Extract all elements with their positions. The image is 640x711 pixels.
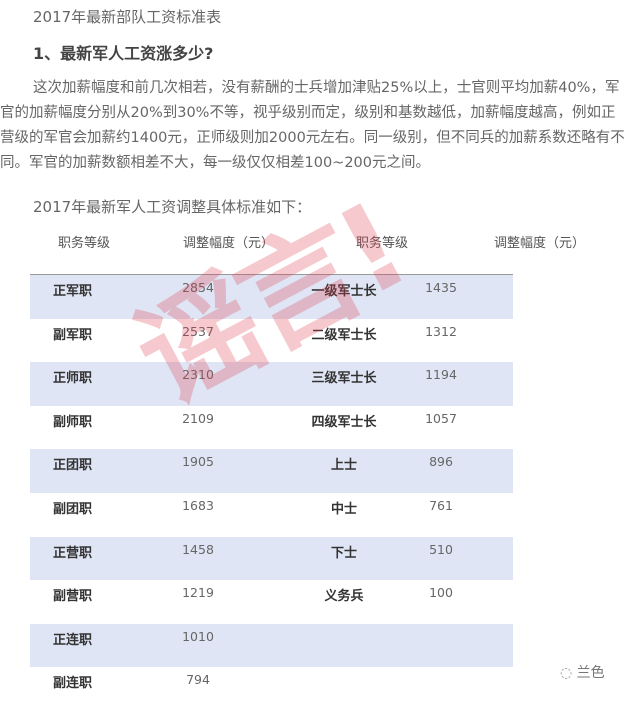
paragraph-line: 营级的军官会加薪约1400元，正师级则加2000元左右。同一级别，但不同兵的加薪… bbox=[0, 130, 625, 146]
rank-cell: 副连职 bbox=[53, 676, 93, 692]
amount-cell: 1435 bbox=[425, 280, 457, 295]
wechat-icon: ◌ bbox=[560, 665, 573, 681]
amount-cell: 100 bbox=[429, 585, 453, 601]
table-row: 副营职 1219 义务兵 100 bbox=[30, 580, 513, 624]
column-header: 调整幅度（元） bbox=[494, 236, 586, 251]
rank-cell: 副军职 bbox=[53, 327, 93, 343]
amount-cell: 1194 bbox=[425, 367, 457, 383]
paragraph-line: 官的加薪幅度分别从20%到30%不等，视乎级别而定，级别和基数越低，加薪幅度越高… bbox=[0, 105, 616, 121]
rank-cell: 副师职 bbox=[53, 414, 93, 430]
amount-cell: 761 bbox=[429, 497, 453, 513]
paragraph-line: 同。军官的加薪数额相差不大，每一级仅仅相差100~200元之间。 bbox=[0, 155, 430, 171]
rank-cell: 上士 bbox=[330, 458, 357, 474]
table-row: 正师职 2310 三级军士长 1194 bbox=[30, 362, 513, 406]
amount-cell: 2854 bbox=[182, 280, 214, 295]
amount-cell: 1458 bbox=[182, 541, 214, 557]
column-header: 职务等级 bbox=[356, 236, 409, 251]
rank-cell: 正团职 bbox=[53, 458, 93, 474]
rank-cell: 正营职 bbox=[53, 545, 93, 561]
table-row: 正营职 1458 下士 510 bbox=[30, 536, 513, 581]
table-row: 正连职 1010 bbox=[30, 623, 513, 668]
rank-cell: 正军职 bbox=[53, 284, 93, 299]
table-row: 副师职 2109 四级军士长 1057 bbox=[30, 406, 513, 450]
table-divider bbox=[30, 274, 513, 276]
document-title: 2017年最新部队工资标准表 bbox=[33, 8, 222, 26]
rank-cell: 三级军士长 bbox=[311, 371, 377, 387]
rank-cell: 副营职 bbox=[53, 589, 93, 605]
amount-cell: 2310 bbox=[182, 367, 214, 383]
table-row: 副连职 794 bbox=[30, 667, 513, 711]
salary-table: 正军职 2854 一级军士长 1435 副军职 2537 二级军士长 1312 正师职 2310 三… bbox=[30, 275, 513, 711]
rank-cell: 中士 bbox=[330, 501, 357, 517]
amount-cell: 794 bbox=[186, 672, 210, 688]
watermark-text: 兰色 bbox=[576, 665, 605, 681]
amount-cell: 896 bbox=[429, 454, 453, 470]
column-header: 调整幅度（元） bbox=[183, 236, 275, 251]
amount-cell: 1057 bbox=[425, 410, 457, 426]
amount-cell: 2109 bbox=[182, 410, 214, 426]
rank-cell: 义务兵 bbox=[324, 589, 364, 605]
table-row: 正团职 1905 上士 896 bbox=[30, 449, 513, 493]
rank-cell: 二级军士长 bbox=[311, 327, 377, 343]
amount-cell: 2537 bbox=[182, 323, 214, 339]
section-heading: 1、最新军人工资涨多少? bbox=[33, 44, 214, 63]
rank-cell: 一级军士长 bbox=[311, 284, 377, 299]
amount-cell: 1905 bbox=[182, 454, 214, 470]
table-intro: 2017年最新军人工资调整具体标准如下： bbox=[33, 198, 312, 216]
amount-cell: 1683 bbox=[182, 497, 214, 513]
rank-cell: 副团职 bbox=[53, 501, 93, 517]
rank-cell: 下士 bbox=[330, 545, 357, 561]
amount-cell: 510 bbox=[429, 541, 453, 557]
table-row: 正军职 2854 一级军士长 1435 bbox=[30, 275, 513, 319]
amount-cell: 1219 bbox=[182, 585, 214, 601]
amount-cell: 1010 bbox=[182, 628, 214, 644]
rank-cell: 正师职 bbox=[53, 371, 93, 387]
table-row: 副团职 1683 中士 761 bbox=[30, 493, 513, 537]
table-row: 副军职 2537 二级军士长 1312 bbox=[30, 319, 513, 363]
rank-cell: 正连职 bbox=[53, 632, 93, 648]
paragraph-line: 这次加薪幅度和前几次相若，没有薪酬的士兵增加津贴25%以上，士官则平均加薪40%… bbox=[33, 80, 620, 96]
rank-cell: 四级军士长 bbox=[311, 414, 377, 430]
amount-cell: 1312 bbox=[425, 323, 457, 339]
column-header: 职务等级 bbox=[58, 236, 111, 251]
watermark: ◌ 兰色 bbox=[560, 662, 605, 682]
